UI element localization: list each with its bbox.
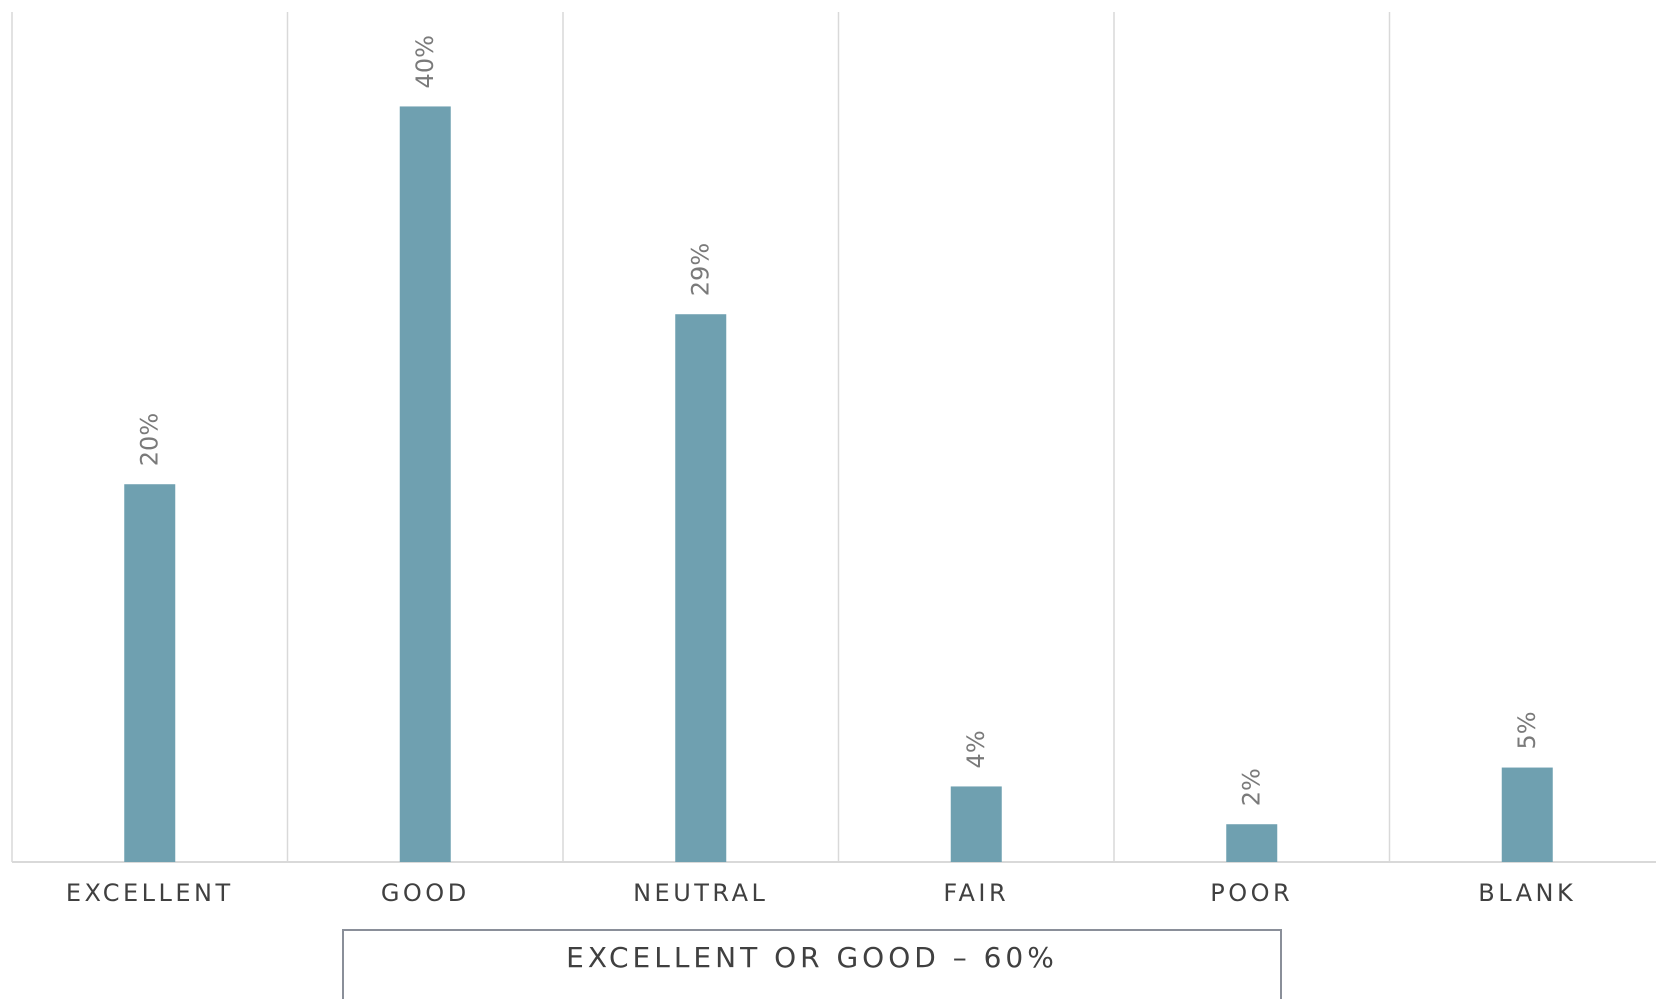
category-label: GOOD	[381, 879, 470, 907]
bar	[1501, 767, 1553, 862]
bar-data-label: 20%	[136, 413, 164, 466]
grid	[11, 12, 1656, 863]
bar-data-label: 5%	[1513, 711, 1541, 749]
category-axis: EXCELLENT GOOD NEUTRAL FAIR POOR BLANK	[66, 879, 1576, 907]
category-label: FAIR	[943, 879, 1009, 907]
annotation-box: EXCELLENT OR GOOD – 60%	[342, 929, 1282, 999]
category-label: BLANK	[1478, 879, 1576, 907]
bar	[124, 484, 176, 862]
category-label: POOR	[1210, 879, 1293, 907]
bar-data-label: 2%	[1238, 768, 1266, 806]
bar-data-label: 29%	[687, 243, 715, 296]
bar	[1226, 824, 1278, 862]
bar-data-label: 40%	[411, 35, 439, 88]
bar-data-label: 4%	[962, 730, 990, 768]
category-label: EXCELLENT	[66, 879, 234, 907]
bar	[950, 786, 1002, 862]
bars	[124, 106, 1553, 862]
annotation-label: EXCELLENT OR GOOD – 60%	[566, 941, 1058, 974]
bar	[399, 106, 451, 862]
category-label: NEUTRAL	[633, 879, 768, 907]
bar	[675, 314, 727, 862]
data-labels: 20% 40% 29% 4% 2% 5%	[136, 35, 1542, 806]
